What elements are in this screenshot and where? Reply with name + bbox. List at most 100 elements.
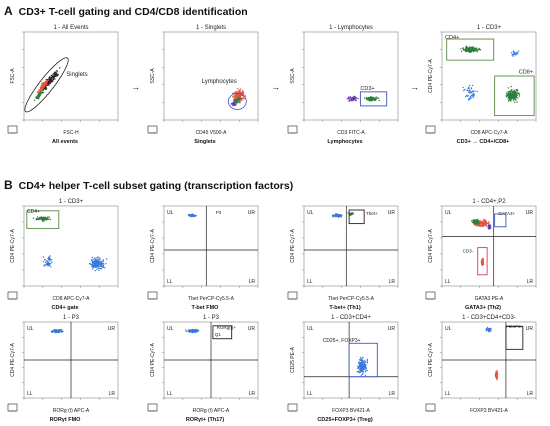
- rort-gate[interactable]: [212, 325, 233, 340]
- plot-svg-b3: Tbet PerCP-Cy5.5-A CD4 PE-Cy7-A UL UR LL LR Tb…: [287, 205, 399, 302]
- plot-title: 1 - CD3+CD4+: [331, 315, 371, 321]
- plot-svg-a1: 1 - All Events FSC-H FSC-A Singlets: [7, 25, 119, 136]
- plot-toolbar-icon[interactable]: [287, 403, 298, 412]
- flow-arrow-3: →: [410, 82, 419, 92]
- plot-caption-b4: GATA3+ (Th2): [464, 305, 501, 311]
- events-cloud-green: [33, 89, 44, 101]
- x-axis-label: RORg (t) APC-A: [193, 408, 230, 414]
- quadrant-ul-label: UL: [445, 326, 452, 332]
- x-axis-label: Tbet PerCP-Cy5.5-A: [188, 296, 235, 302]
- cd8-gate[interactable]: [494, 75, 535, 117]
- b3-cloud-blue: [332, 213, 343, 218]
- plot-title: 1 - All Events: [53, 25, 88, 31]
- flow-arrow-2: →: [271, 82, 280, 92]
- cd4-gate[interactable]: [446, 38, 495, 61]
- plot-toolbar-icon[interactable]: [287, 125, 298, 134]
- singlets-gate[interactable]: [20, 54, 73, 116]
- plot-frame: [303, 31, 399, 121]
- b1-cd4-gate[interactable]: [26, 210, 60, 229]
- lymphocytes-gate[interactable]: [227, 93, 247, 110]
- quadrant-ul-label: UL: [445, 210, 452, 216]
- b1-cloud-dn: [42, 255, 53, 268]
- plot-svg-b1: 1 - CD3+ CD8 APC-Cy7-A CD4 PE-Cy7-A CD4+: [7, 199, 119, 302]
- quadrant-lr-label: LR: [527, 391, 534, 397]
- b8-gate-label: FOXP3+: [506, 324, 524, 329]
- plot-caption-b7: CD25+FOXP3+ (Treg): [317, 417, 373, 423]
- plot-toolbar-icon[interactable]: [7, 291, 18, 300]
- quadrant-ur-label: UR: [388, 326, 396, 332]
- plot-title: 1 - CD3+: [477, 25, 502, 31]
- quadrant-ll-label: LL: [307, 391, 313, 397]
- quadrant-ur-label: UR: [108, 326, 116, 332]
- plot-panel-b3: Tbet PerCP-Cy5.5-A CD4 PE-Cy7-A UL UR LL LR Tb…: [286, 194, 404, 304]
- plot-panel-a3: 1 - Lymphocytes CD3 FITC-A SSC-A CD3+: [286, 20, 404, 138]
- quadrant-ur-label: UR: [248, 210, 256, 216]
- plot-title: 1 - Singlets: [196, 25, 226, 31]
- plot-toolbar-icon[interactable]: [147, 125, 158, 134]
- cd3-cloud-cd4: [460, 45, 482, 54]
- plot-frame: [163, 31, 259, 121]
- plot-toolbar-icon[interactable]: [147, 403, 158, 412]
- x-axis-label: FSC-H: [63, 130, 79, 136]
- cd3-gate[interactable]: [359, 91, 388, 107]
- plot-frame: [441, 205, 537, 287]
- x-axis-label: RORg (t) APC-A: [53, 408, 90, 414]
- b8-cloud-top: [485, 326, 492, 333]
- plot-title: 1 - CD3+: [59, 199, 84, 205]
- tbet-gate[interactable]: [348, 209, 365, 225]
- x-axis-label: CD3 FITC-A: [337, 130, 365, 136]
- plot-panel-a4: 1 - CD3+ CD8 APC-Cy7-A CD4 PE-Cy7-A CD4+ CD8…: [424, 20, 542, 138]
- section-a-title: A CD3+ T-cell gating and CD4/CD8 identifi…: [4, 4, 248, 18]
- quadrant-ur-label: UR: [526, 326, 534, 332]
- plot-toolbar-icon[interactable]: [7, 125, 18, 134]
- plot-toolbar-icon[interactable]: [7, 403, 18, 412]
- x-axis-label: CD8 APC-Cy7-A: [471, 130, 509, 136]
- y-axis-label: CD4 PE-Cy7-A: [290, 229, 296, 263]
- plot-panel-b2: Tbet PerCP-Cy5.5-A CD4 PE-Cy7-A UL UR LL LR P3: [146, 194, 264, 304]
- quadrant-ll-label: LL: [307, 279, 313, 285]
- cd3neg-gate-label: CD3-: [463, 248, 474, 253]
- treg-gate[interactable]: [348, 342, 378, 378]
- foxp3-gate[interactable]: [505, 326, 524, 350]
- plot-toolbar-icon[interactable]: [425, 291, 436, 300]
- cd3-cloud-cd8: [505, 85, 521, 104]
- plot-frame: [23, 205, 119, 287]
- plot-caption-b1: CD4+ gate: [51, 305, 79, 311]
- plot-svg-b6: 1 - P3 RORg (t) APC-A CD4 PE-Cy7-A UL UR LL LR…: [147, 315, 259, 414]
- x-axis-label: GATA3 PE-A: [475, 296, 504, 302]
- plot-svg-b8: 1 - CD3+CD4+CD3- FOXP3 BV421-A CD4 PE-Cy7-…: [425, 315, 537, 414]
- lymph-cloud-green: [364, 96, 380, 102]
- b1-cloud-cd4: [32, 216, 51, 223]
- flow-arrow-1: →: [131, 82, 140, 92]
- cd3neg-gate[interactable]: [477, 247, 488, 276]
- quadrant-ll-label: LL: [167, 391, 173, 397]
- b2-gate-label: P3: [216, 210, 222, 215]
- b1-gate-label: CD4+: [27, 209, 40, 215]
- plot-toolbar-icon[interactable]: [287, 291, 298, 300]
- gata3-gate[interactable]: [494, 213, 507, 228]
- y-axis-label: SSC-A: [150, 68, 156, 84]
- plot-frame: [23, 31, 119, 121]
- plot-caption-b6: RORγt+ (Th17): [185, 417, 225, 423]
- quadrant-ul-label: UL: [167, 210, 174, 216]
- quadrant-ll-label: LL: [167, 279, 173, 285]
- plot-svg-b7: 1 - CD3+CD4+ FOXP3 BV421-A CD25 PE-A UL UR LL…: [287, 315, 399, 414]
- plot-toolbar-icon[interactable]: [425, 403, 436, 412]
- plot-toolbar-icon[interactable]: [425, 125, 436, 134]
- plot-caption-a1: All events: [52, 139, 78, 145]
- plot-caption-a4: CD3+ → CD4+/CD8+: [456, 139, 510, 145]
- section-b-letter: B: [4, 178, 13, 192]
- quadrant-ur-label: UR: [248, 326, 256, 332]
- plot-svg-a2: 1 - Singlets CD45 V500-A SSC-A Lymphocytes: [147, 25, 259, 136]
- quadrant-ur-label: UR: [526, 210, 534, 216]
- b7-gate-label: CD25+, FOXP3+: [323, 338, 361, 344]
- section-b-title: B CD4+ helper T-cell subset gating (trans…: [4, 178, 293, 192]
- quadrant-ul-label: UL: [307, 326, 314, 332]
- cd4-gate-label: CD4+: [445, 35, 459, 41]
- b2-cloud: [187, 213, 197, 218]
- b1-cloud-cd8: [89, 256, 108, 272]
- plot-panel-a1: 1 - All Events FSC-H FSC-A Singlets: [6, 20, 124, 138]
- plot-toolbar-icon[interactable]: [147, 291, 158, 300]
- quadrant-ll-label: LL: [27, 391, 33, 397]
- quadrant-ul-label: UL: [27, 326, 34, 332]
